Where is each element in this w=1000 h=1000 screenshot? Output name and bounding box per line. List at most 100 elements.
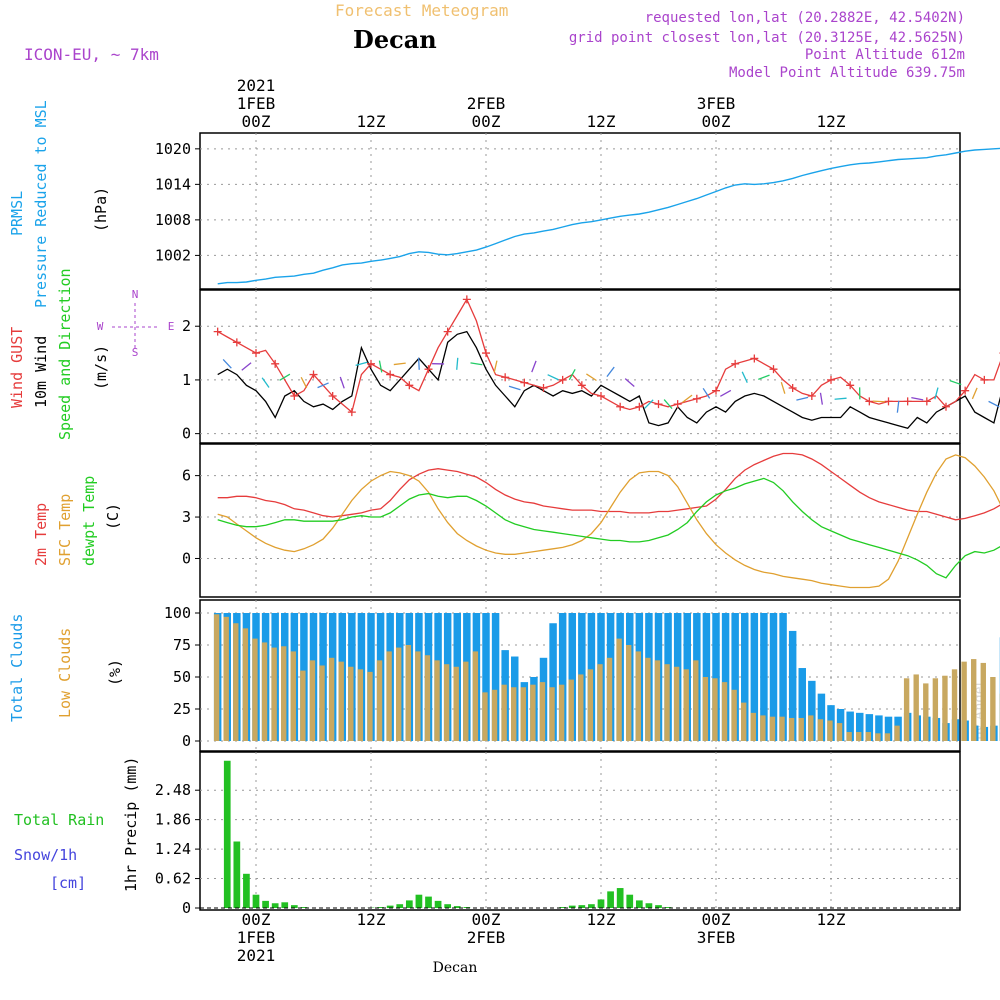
wind-direction-arrow (934, 387, 939, 400)
total-cloud-bar (760, 613, 768, 741)
rain-bar (635, 900, 643, 908)
low-cloud-bar (578, 674, 584, 741)
low-cloud-bar (357, 669, 364, 741)
bottom-time-label: 2FEB (467, 928, 506, 947)
precip-unit: 1hr Precip (mm) (122, 757, 140, 892)
bottom-time-label: 12Z (587, 910, 616, 929)
temp-ytick-label: 3 (182, 508, 191, 526)
wind-direction-arrow (222, 358, 232, 369)
wind-direction-arrow (834, 397, 847, 400)
temp-frame (199, 443, 961, 598)
gust-marker (788, 383, 797, 392)
low-cloud-bar (453, 666, 459, 741)
gust-marker (731, 359, 740, 368)
gust-marker (520, 378, 529, 387)
gust-marker (769, 365, 778, 374)
low-cloud-bar (539, 682, 546, 741)
wind-direction-arrow (819, 392, 823, 405)
total-cloud-bar (865, 714, 874, 741)
gust-marker (405, 381, 414, 390)
low-cloud-bar (386, 651, 392, 741)
wind-direction-arrow (493, 360, 498, 373)
low-cloud-bar (645, 657, 651, 741)
bottom-time-label: 1FEB (237, 928, 276, 947)
compass-cross (112, 303, 160, 350)
pressure-ytick-label: 1008 (155, 211, 191, 229)
compass-n: N (132, 288, 139, 301)
compass-w: W (97, 320, 104, 333)
rain-bar (281, 902, 289, 908)
temp-ytick-label: 0 (182, 549, 191, 567)
gridpoint-coords: grid point closest lon,lat (20.3125E, 42… (569, 30, 965, 46)
pressure-line (217, 147, 1000, 285)
wind-direction-arrow (644, 399, 654, 409)
precip-frame (199, 751, 961, 911)
snow-label: Snow/1h (14, 846, 77, 864)
rain-bar (290, 905, 298, 908)
low-cloud-bar (827, 720, 833, 741)
total-cloud-bar (741, 613, 749, 741)
low-cloud-bar (836, 723, 843, 741)
rain-bar (568, 905, 576, 908)
pressure-ytick-label: 1002 (155, 246, 191, 264)
temp-dewpt-label: dewpt Temp (80, 476, 98, 566)
rain-bar (645, 903, 653, 908)
gust-line (217, 297, 1000, 414)
temp-2m-label: 2m Temp (32, 503, 50, 566)
wind-10m-label: 10m Wind (32, 336, 50, 408)
location-title: Decan (353, 25, 437, 54)
low-cloud-bar (558, 684, 565, 741)
low-cloud-bar (290, 651, 296, 741)
rain-bar (223, 760, 231, 908)
wind-direction-arrow (456, 357, 459, 370)
top-time-label: 12Z (587, 112, 616, 131)
clouds-ytick-label: 50 (173, 668, 191, 686)
low-cloud-bar (903, 678, 910, 741)
total-cloud-bar (875, 715, 883, 741)
wind-direction-arrow (300, 376, 308, 389)
rain-bar (425, 896, 432, 908)
low-cloud-bar (875, 733, 881, 741)
gust-marker (443, 327, 452, 336)
pressure-ytick-label: 1020 (155, 140, 191, 158)
total-cloud-bar (568, 613, 576, 741)
low-cloud-bar (252, 638, 258, 741)
wind-direction-arrow (339, 376, 345, 389)
low-cloud-bar (817, 719, 824, 741)
low-cloud-bar (233, 623, 239, 741)
wind-speed-direction-label: Speed and Direction (56, 268, 74, 440)
low-cloud-bar (942, 675, 948, 741)
low-cloud-bar (683, 669, 689, 741)
wind-direction-arrow (261, 377, 270, 388)
rain-bar (252, 894, 260, 908)
low-cloud-bar (750, 712, 756, 741)
gust-marker (597, 392, 605, 401)
temp-dewpt-line (217, 477, 1000, 579)
total-cloud-bar (731, 613, 739, 741)
low-cloud-bar (769, 716, 776, 741)
wind-ytick-label: 1 (182, 371, 191, 389)
wind-direction-arrow (988, 400, 1000, 408)
low-cloud-bar (712, 678, 718, 741)
gust-marker (462, 295, 471, 304)
compass-e: E (168, 320, 175, 333)
low-cloud-bar (472, 651, 479, 741)
rain-bar (434, 900, 442, 908)
wind-direction-arrow (279, 373, 291, 381)
low-cloud-bar (271, 647, 277, 741)
gust-marker (827, 375, 835, 384)
rain-bar (233, 841, 241, 908)
gust-marker (635, 402, 644, 411)
rain-bar (597, 899, 605, 908)
low-cloud-bar (511, 687, 517, 741)
temp-2m-line (217, 452, 1000, 521)
low-cloud-bar (348, 666, 354, 741)
low-cloud-bar (261, 642, 268, 741)
low-cloud-bar (721, 682, 728, 741)
clouds-unit: (%) (106, 659, 124, 686)
wind-direction-arrow (663, 399, 673, 410)
total-cloud-bar (846, 711, 854, 741)
clouds-ytick-label: 0 (182, 732, 191, 750)
low-cloud-bar (731, 689, 737, 741)
